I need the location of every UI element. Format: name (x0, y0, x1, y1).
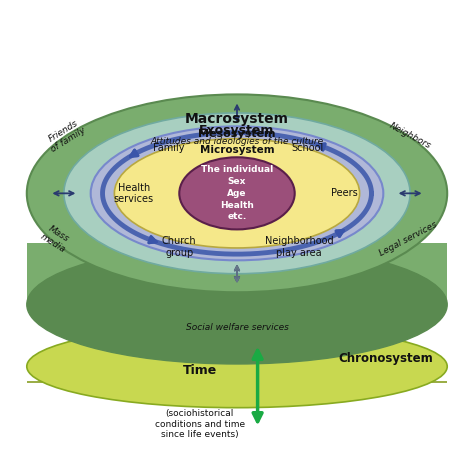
Text: Mesosystem: Mesosystem (198, 129, 276, 140)
Text: Chronosystem: Chronosystem (338, 352, 433, 365)
Polygon shape (27, 381, 447, 383)
Polygon shape (27, 381, 447, 383)
Text: School: School (291, 143, 323, 153)
Text: Macrosystem: Macrosystem (185, 112, 289, 126)
Text: Family: Family (153, 143, 185, 153)
Polygon shape (27, 243, 447, 305)
Text: Mass
media: Mass media (38, 223, 73, 254)
Polygon shape (27, 381, 447, 383)
Text: Neighborhood
play area: Neighborhood play area (264, 236, 333, 258)
Polygon shape (27, 382, 447, 383)
Text: Social welfare services: Social welfare services (185, 323, 289, 332)
Ellipse shape (179, 157, 295, 229)
Polygon shape (27, 381, 447, 383)
Polygon shape (27, 381, 447, 383)
Polygon shape (27, 381, 447, 383)
Polygon shape (27, 381, 447, 383)
Text: Time: Time (183, 364, 217, 377)
Ellipse shape (114, 139, 360, 248)
Text: Attitudes and ideologies of the culture: Attitudes and ideologies of the culture (150, 137, 324, 146)
Polygon shape (27, 382, 447, 383)
Polygon shape (27, 382, 447, 383)
Polygon shape (27, 382, 447, 383)
Polygon shape (27, 381, 447, 383)
Ellipse shape (91, 126, 383, 260)
Polygon shape (27, 381, 447, 383)
Polygon shape (27, 381, 447, 383)
Polygon shape (27, 381, 447, 383)
Ellipse shape (64, 113, 410, 274)
Polygon shape (27, 382, 447, 383)
Polygon shape (27, 382, 447, 383)
Text: Peers: Peers (331, 188, 357, 199)
Text: The individual
Sex
Age
Health
etc.: The individual Sex Age Health etc. (201, 165, 273, 221)
Polygon shape (27, 382, 447, 383)
Text: Friends
of family: Friends of family (44, 117, 88, 154)
Polygon shape (27, 382, 447, 383)
Polygon shape (27, 381, 447, 383)
Polygon shape (27, 381, 447, 383)
Text: Microsystem: Microsystem (200, 145, 274, 155)
Text: Church
group: Church group (162, 236, 197, 258)
Polygon shape (27, 381, 447, 383)
Polygon shape (27, 381, 447, 383)
Polygon shape (27, 381, 447, 383)
Polygon shape (27, 382, 447, 383)
Polygon shape (27, 381, 447, 383)
Polygon shape (27, 381, 447, 383)
Polygon shape (27, 381, 447, 383)
Polygon shape (27, 381, 447, 383)
Text: Exosystem: Exosystem (199, 124, 275, 137)
Ellipse shape (27, 325, 447, 408)
Ellipse shape (27, 94, 447, 292)
Text: Health
services: Health services (114, 183, 154, 204)
Text: (sociohistorical
conditions and time
since life events): (sociohistorical conditions and time sin… (155, 409, 245, 439)
Text: Legal services: Legal services (378, 219, 438, 258)
Text: Neighbors: Neighbors (388, 121, 433, 150)
Polygon shape (27, 381, 447, 383)
Ellipse shape (27, 245, 447, 364)
